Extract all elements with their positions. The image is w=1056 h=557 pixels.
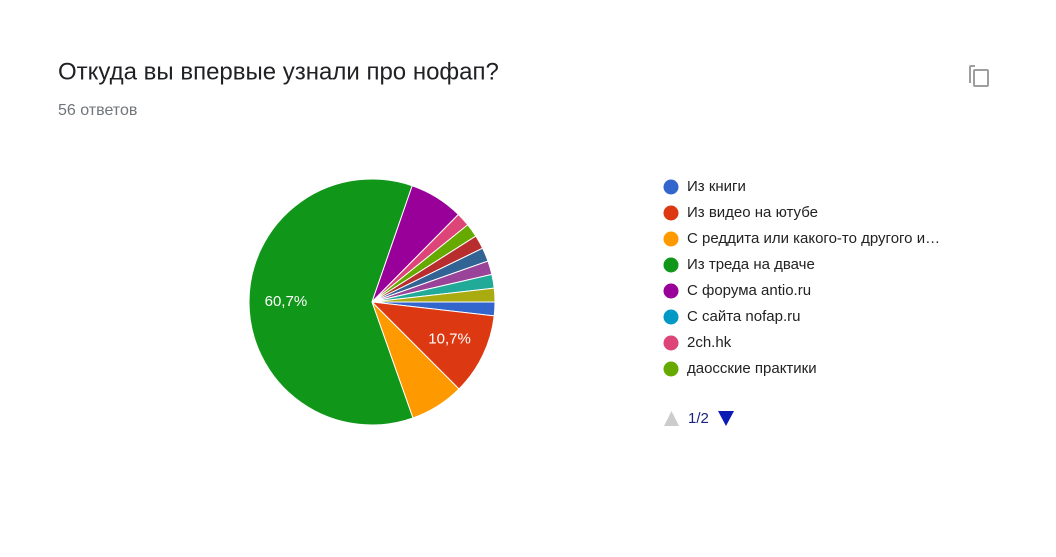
legend-label: Из книги <box>687 178 746 195</box>
legend-label: Из треда на дваче <box>687 256 815 273</box>
chart-subtitle: 56 ответов <box>58 102 137 119</box>
legend-swatch <box>663 361 679 377</box>
legend-swatch <box>663 231 679 247</box>
copy-icon[interactable] <box>969 65 989 87</box>
pager-label: 1/2 <box>688 410 709 427</box>
pie-slice <box>248 178 414 426</box>
legend-swatch <box>663 309 679 325</box>
pager-prev[interactable] <box>664 411 679 426</box>
slice-label: 60,7% <box>265 293 308 310</box>
legend-swatch <box>663 205 679 221</box>
legend-swatch <box>663 179 679 195</box>
pie-slice <box>371 287 496 303</box>
legend-label: даосские практики <box>687 360 817 377</box>
copy-icon-front <box>973 69 989 87</box>
legend-label: С форума antio.ru <box>687 282 811 299</box>
copy-icon-back <box>969 65 975 83</box>
legend-swatch <box>663 257 679 273</box>
legend-label: 2ch.hk <box>687 334 732 351</box>
pager-next[interactable] <box>718 411 734 426</box>
legend-label: Из видео на ютубе <box>687 204 818 221</box>
slice-label: 10,7% <box>428 330 471 347</box>
legend-label: С реддита или какого-то другого и… <box>687 230 940 247</box>
legend-swatch <box>663 335 679 351</box>
pie-slice <box>370 301 495 390</box>
legend-label: С сайта nofap.ru <box>687 308 800 325</box>
legend-swatch <box>663 283 679 299</box>
chart-title: Откуда вы впервые узнали про нофап? <box>58 58 499 85</box>
